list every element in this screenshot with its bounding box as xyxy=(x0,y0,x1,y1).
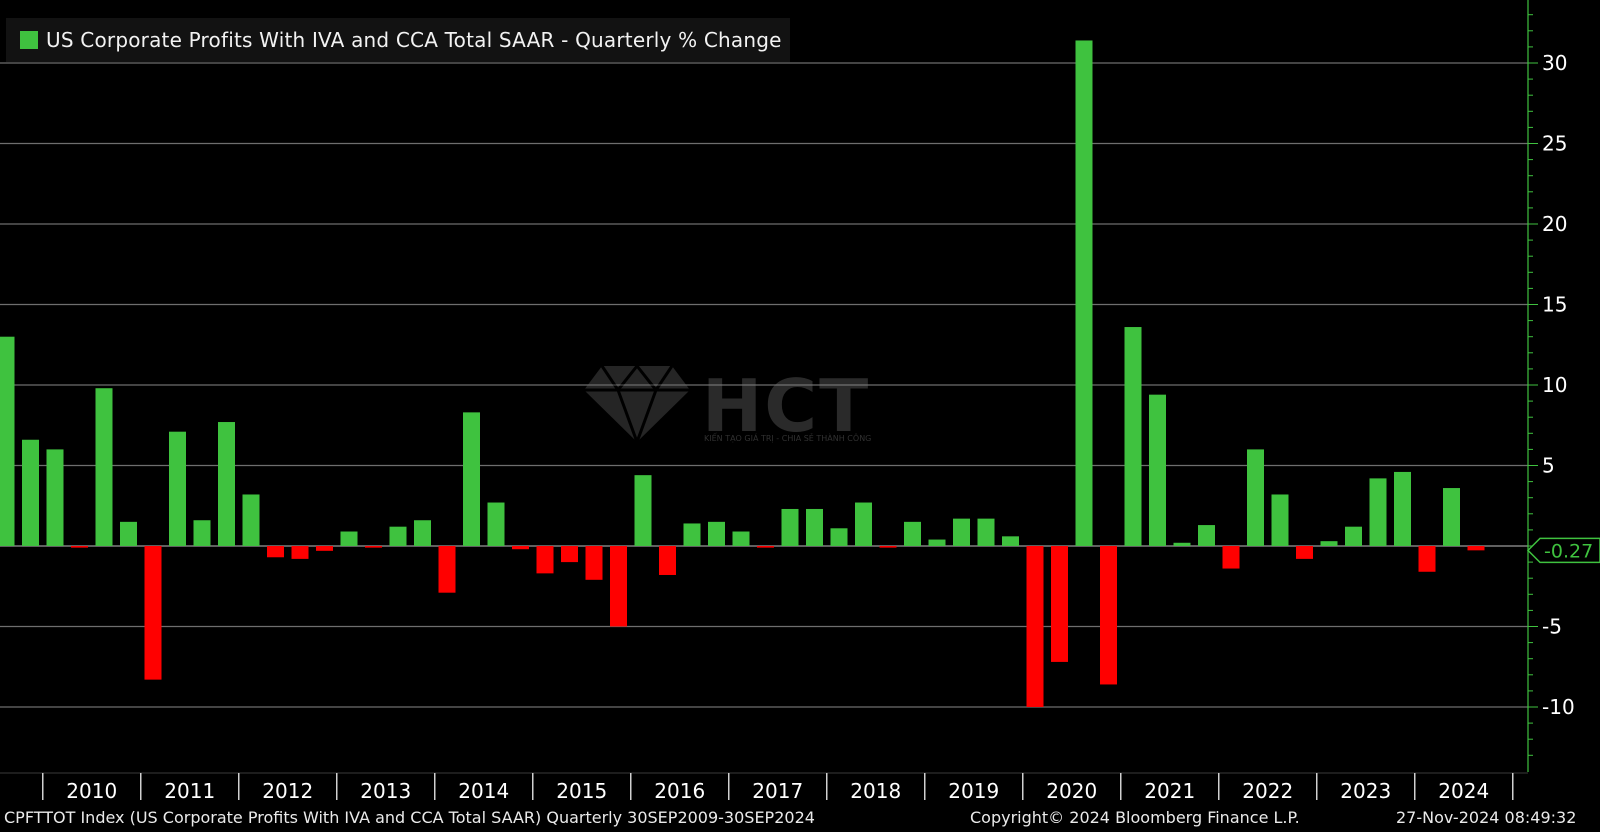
x-tick-label: 2016 xyxy=(654,779,705,803)
bar xyxy=(830,528,848,546)
bar xyxy=(46,449,64,546)
bar xyxy=(1418,546,1436,572)
bar xyxy=(1051,546,1068,662)
bar xyxy=(389,526,407,546)
x-tick-label: 2024 xyxy=(1438,779,1489,803)
bar xyxy=(683,523,701,546)
bar xyxy=(708,521,725,546)
y-tick-label: 15 xyxy=(1542,293,1567,317)
y-tick-label: 30 xyxy=(1542,51,1567,75)
bar xyxy=(1320,541,1338,546)
bar xyxy=(193,520,211,546)
bar xyxy=(879,546,897,548)
bar xyxy=(291,546,309,559)
x-tick-label: 2011 xyxy=(164,779,215,803)
y-tick-label: -10 xyxy=(1542,695,1575,719)
x-tick-label: 2018 xyxy=(850,779,901,803)
watermark-text: HCT xyxy=(702,364,871,448)
bar xyxy=(95,388,113,546)
bar xyxy=(904,521,921,546)
bar xyxy=(487,502,505,546)
x-tick-label: 2013 xyxy=(360,779,411,803)
bar xyxy=(977,518,995,546)
bar xyxy=(953,518,970,546)
bar xyxy=(71,546,88,548)
bar xyxy=(806,508,823,546)
bar xyxy=(365,546,382,548)
x-tick-label: 2022 xyxy=(1242,779,1293,803)
bar xyxy=(1100,546,1117,685)
bar xyxy=(1124,327,1142,546)
bar xyxy=(120,521,137,546)
legend-swatch-green xyxy=(20,31,38,49)
bar xyxy=(757,546,774,548)
y-tick-label: 25 xyxy=(1542,132,1567,156)
bar xyxy=(1443,488,1460,546)
bar xyxy=(438,546,456,593)
bar xyxy=(218,422,235,546)
bar xyxy=(1002,536,1019,546)
x-tick-label: 2019 xyxy=(948,779,999,803)
bar xyxy=(144,546,162,680)
bar xyxy=(1394,471,1411,546)
hct-watermark: HCT KIẾN TẠO GIÁ TRỊ - CHIA SẺ THÀNH CÔN… xyxy=(582,360,882,450)
x-tick-label: 2020 xyxy=(1046,779,1097,803)
diamond-logo-icon xyxy=(584,363,690,447)
bar xyxy=(561,546,578,563)
bar xyxy=(1296,546,1313,559)
bar xyxy=(1271,494,1289,546)
bar xyxy=(659,546,676,575)
bar xyxy=(22,439,39,546)
footer-source: CPFTTOT Index (US Corporate Profits With… xyxy=(4,808,815,827)
bar xyxy=(316,546,333,551)
last-value-label: -0.27 xyxy=(1544,540,1593,562)
y-tick-label: 20 xyxy=(1542,212,1567,236)
bar xyxy=(1247,449,1264,546)
bar xyxy=(242,494,260,546)
y-tick-label: 5 xyxy=(1542,454,1555,478)
bar xyxy=(634,475,652,546)
bar xyxy=(928,539,946,546)
bar xyxy=(463,412,480,546)
chart-legend: US Corporate Profits With IVA and CCA To… xyxy=(6,18,790,62)
x-tick-label: 2021 xyxy=(1144,779,1195,803)
footer-timestamp: 27-Nov-2024 08:49:32 xyxy=(1396,808,1577,827)
bar xyxy=(1198,525,1215,546)
watermark-subtext: KIẾN TẠO GIÁ TRỊ - CHIA SẺ THÀNH CÔNG xyxy=(704,434,872,443)
last-value-marker xyxy=(1526,537,1600,564)
bar xyxy=(414,520,431,546)
bar xyxy=(1222,546,1240,569)
x-tick-label: 2014 xyxy=(458,779,509,803)
bar xyxy=(781,508,799,546)
y-tick-label: -5 xyxy=(1542,615,1562,639)
x-tick-label: 2010 xyxy=(66,779,117,803)
x-tick-label: 2017 xyxy=(752,779,803,803)
x-tick-label: 2012 xyxy=(262,779,313,803)
bar xyxy=(1149,394,1166,546)
footer-copyright: Copyright© 2024 Bloomberg Finance L.P. xyxy=(970,808,1300,827)
bar xyxy=(1026,546,1044,707)
bar xyxy=(340,531,358,546)
bar xyxy=(855,502,872,546)
bar xyxy=(732,531,750,546)
bar xyxy=(0,336,15,546)
x-tick-label: 2023 xyxy=(1340,779,1391,803)
bar xyxy=(1173,542,1191,546)
bar xyxy=(610,546,627,627)
y-tick-label: 10 xyxy=(1542,373,1567,397)
bar xyxy=(1075,40,1093,547)
bar xyxy=(512,546,529,550)
bar xyxy=(1369,478,1387,546)
bar xyxy=(267,546,284,558)
legend-label: US Corporate Profits With IVA and CCA To… xyxy=(46,28,782,52)
bar xyxy=(1467,546,1485,551)
bar xyxy=(536,546,554,574)
bar xyxy=(1345,526,1362,546)
bar xyxy=(169,431,186,546)
x-tick-label: 2015 xyxy=(556,779,607,803)
bar xyxy=(585,546,603,580)
